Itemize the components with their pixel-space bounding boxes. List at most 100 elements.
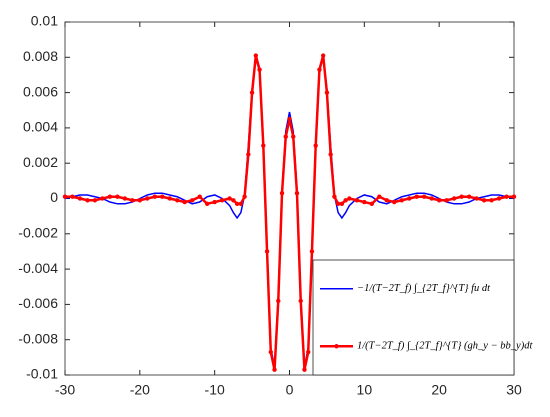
marker: [481, 198, 487, 203]
marker: [77, 196, 83, 201]
marker: [130, 198, 135, 203]
marker: [272, 367, 277, 372]
y-tick-label: -0.008: [18, 330, 58, 346]
y-tick-label: 0.004: [23, 119, 58, 135]
x-tick-label: 20: [431, 382, 447, 398]
y-tick-label: 0.01: [31, 13, 58, 29]
x-tick-label: 0: [286, 382, 294, 398]
legend-marker: [334, 344, 339, 349]
marker: [298, 298, 303, 304]
marker: [219, 198, 225, 203]
marker: [92, 198, 98, 203]
marker: [175, 198, 180, 203]
marker: [332, 194, 337, 199]
marker: [489, 198, 494, 203]
marker: [107, 194, 113, 199]
marker: [317, 67, 322, 72]
legend-label: −1/(T−2T_f) ∫_{2T_f}^{T} fu dt: [357, 283, 491, 294]
marker: [167, 196, 172, 201]
marker: [238, 201, 244, 206]
x-tick-label: 10: [357, 382, 373, 398]
marker: [261, 143, 266, 148]
marker: [343, 198, 348, 203]
marker: [339, 201, 345, 206]
marker: [309, 249, 315, 254]
marker: [279, 191, 285, 196]
x-tick-label: -20: [130, 382, 150, 398]
y-tick-label: 0.006: [23, 83, 58, 99]
marker: [137, 198, 143, 203]
marker: [291, 134, 296, 139]
y-tick-label: -0.002: [18, 225, 58, 241]
marker: [100, 196, 105, 201]
marker: [268, 349, 273, 355]
marker: [190, 198, 195, 203]
marker: [242, 194, 247, 199]
marker: [115, 194, 120, 199]
marker: [399, 198, 404, 203]
marker: [377, 194, 382, 199]
marker: [313, 143, 318, 148]
marker: [212, 199, 217, 205]
marker: [253, 53, 259, 58]
marker: [204, 201, 210, 206]
marker: [407, 196, 412, 201]
marker: [451, 196, 457, 201]
marker: [302, 367, 307, 372]
marker: [328, 152, 333, 157]
marker: [466, 194, 472, 199]
marker: [511, 194, 517, 199]
marker: [335, 201, 341, 206]
marker: [354, 198, 360, 203]
marker: [276, 298, 281, 304]
marker: [422, 194, 427, 199]
marker: [429, 196, 434, 201]
marker: [145, 196, 150, 201]
marker: [182, 199, 187, 205]
marker: [234, 201, 240, 206]
x-tick-label: -10: [205, 382, 225, 398]
marker: [197, 194, 202, 199]
line: [64, 57, 515, 367]
marker: [320, 53, 326, 58]
y-tick-label: 0.002: [23, 154, 58, 170]
marker: [496, 196, 502, 201]
legend-box: [312, 259, 515, 376]
marker: [62, 194, 68, 199]
legend-label: 1/(T−2T_f) ∫_{2T_f}^{T} (gh_y − bb_y)dt: [357, 341, 533, 352]
marker: [474, 196, 479, 201]
marker: [414, 194, 419, 199]
marker: [152, 194, 157, 199]
y-tick-label: -0.01: [26, 366, 58, 382]
marker: [287, 116, 292, 122]
marker: [122, 196, 128, 201]
marker: [324, 90, 330, 95]
marker: [392, 199, 397, 205]
marker: [362, 199, 367, 205]
y-tick-label: -0.006: [18, 295, 58, 311]
marker: [504, 194, 509, 199]
marker: [444, 198, 449, 203]
marker: [294, 191, 300, 196]
marker: [160, 194, 165, 199]
marker: [347, 196, 352, 201]
y-tick-label: 0: [50, 189, 58, 205]
x-tick-label: 30: [506, 382, 522, 398]
marker: [384, 198, 389, 203]
marker: [264, 249, 270, 254]
marker: [459, 194, 464, 199]
y-tick-label: 0.008: [23, 48, 58, 64]
marker: [436, 198, 442, 203]
y-tick-label: -0.004: [18, 260, 58, 276]
marker: [283, 134, 288, 139]
marker: [85, 198, 90, 203]
marker: [231, 198, 236, 203]
marker: [246, 152, 251, 157]
marker: [249, 90, 255, 95]
marker: [70, 194, 75, 199]
x-tick-label: -30: [55, 382, 75, 398]
marker: [306, 349, 311, 355]
marker: [257, 67, 262, 72]
marker: [227, 196, 232, 201]
